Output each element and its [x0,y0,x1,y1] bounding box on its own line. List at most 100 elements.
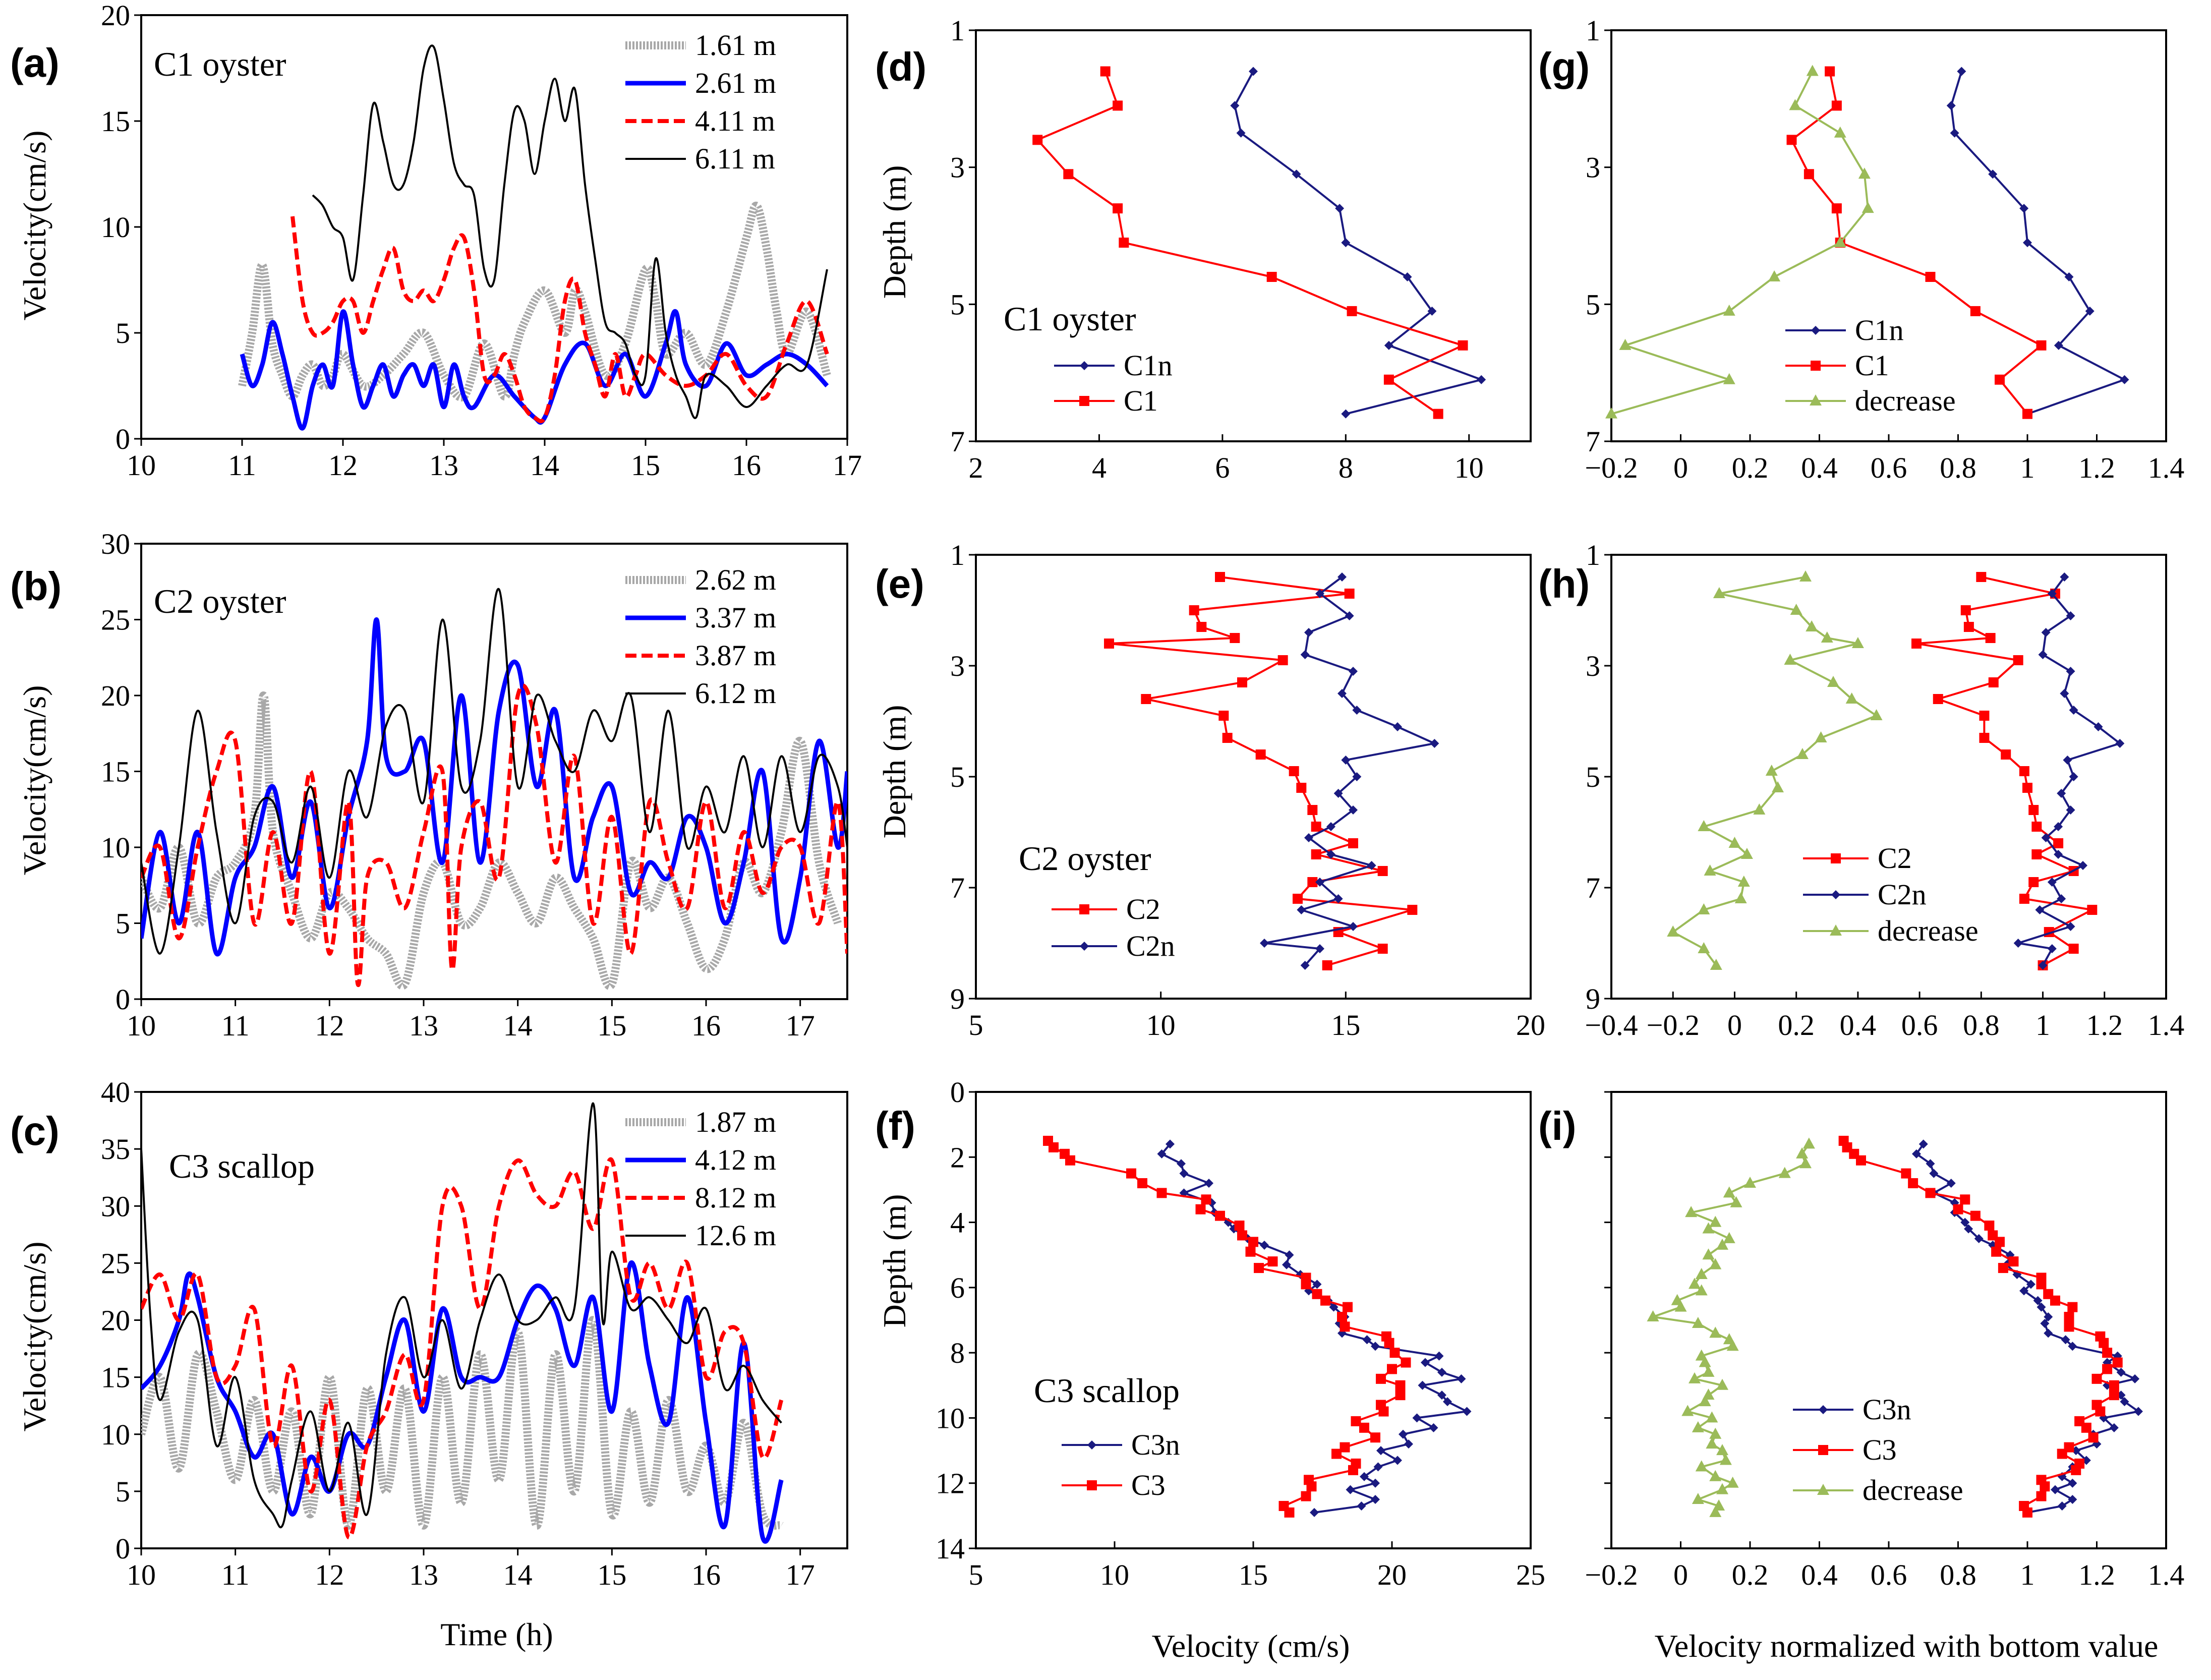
y-label-depth-d: Depth (m) [877,165,912,299]
data-point-c2 [1979,733,1990,743]
panel-g: −0.2 0 0.2 0.4 0.6 0.8 1 1.2 1.4 1 3 5 7 C1nC1decreas… [1538,14,2184,484]
y-tick-label-e: 1 [950,539,965,571]
data-point-c1 [1995,374,2005,385]
x-tick-label-g: 0.6 [1871,451,1907,484]
x-tick-label-a: 10 [127,449,156,482]
panel-title-f: C3 scallop [1034,1371,1180,1410]
data-point-c1 [1925,272,1936,282]
data-point-c2 [1988,677,1999,687]
data-point-decrease [1796,1147,1809,1158]
data-point-c2n [2041,833,2051,842]
data-point-c3 [2064,1312,2074,1322]
data-point-c3n [1360,1472,1369,1481]
legend-label-c3: C3 [1863,1433,1897,1466]
panel-a: 10 11 12 13 14 15 16 17 0 5 10 15 20 1.61 m 2.61 m 4.11… [10,0,862,482]
x-tick-label-a: 15 [631,449,660,482]
y-tick-label-b: 5 [115,907,130,940]
data-point-decrease [1806,65,1819,76]
x-tick-label-c: 11 [221,1558,250,1591]
data-point-c2n [2038,961,2048,970]
data-point-c3n [1373,1462,1383,1472]
series-line-4-11-m [290,216,829,423]
data-point-c3 [1312,1289,1322,1299]
x-tick-label-i: 0 [1673,1558,1688,1591]
data-point-c3 [1267,1256,1278,1267]
data-point-c3n [1357,1501,1366,1511]
data-point-c1n [1946,101,1956,110]
x-tick-label-c: 13 [409,1558,438,1591]
data-point-c2 [2031,822,2042,832]
data-point-c2 [2053,838,2064,848]
y-tick-label-d: 1 [950,14,965,47]
data-point-c2n [1349,805,1358,815]
legend-label-1-61-m: 1.61 m [695,29,776,62]
data-point-c2n [2047,944,2057,953]
y-tick-label-d: 3 [950,151,965,184]
data-point-c3n [1204,1179,1213,1188]
data-point-c2 [1218,711,1229,721]
series-line-6-11-m [312,44,828,419]
data-point-decrease [1674,1300,1687,1312]
legend-marker-decrease [1830,924,1842,936]
data-point-c3 [1156,1188,1167,1198]
data-point-decrease [1702,1222,1715,1234]
data-point-c3 [1389,1348,1400,1358]
data-point-c3 [2081,1422,2091,1433]
data-point-c2 [1293,894,1303,904]
data-point-c2n [1304,628,1313,637]
x-tick-label-b: 13 [409,1009,438,1042]
x-tick-label-h: 0.6 [1901,1009,1938,1041]
panel-label-e: (e) [875,561,924,606]
data-point-c1 [2022,409,2032,419]
legend-marker-c1 [1811,361,1821,371]
data-point-c2 [1141,694,1151,704]
data-point-c3n [1918,1139,1928,1149]
x-tick-label-d: 6 [1215,451,1230,484]
y-tick-label-f: 8 [950,1337,965,1369]
data-point-c3 [2036,1491,2047,1501]
series-line-12-6-m [141,1102,782,1529]
data-point-c3n [1946,1179,1956,1188]
data-point-decrease [1753,803,1766,815]
data-point-c3 [1908,1178,1918,1188]
x-tick-label-g: 0 [1673,451,1688,484]
legend-label-c2: C2 [1126,893,1160,925]
y-tick-label-b: 10 [101,831,130,864]
data-point-c3 [1998,1263,2008,1273]
data-point-c2 [2031,849,2042,859]
data-point-c2n [2115,739,2125,748]
y-tick-label-c: 30 [101,1190,130,1223]
data-point-decrease [1702,1248,1715,1260]
x-tick-label-b: 16 [691,1009,721,1042]
data-point-decrease [1709,1470,1722,1481]
data-point-decrease [1851,637,1864,648]
data-point-c3 [1395,1380,1406,1391]
x-tick-label-g: 1 [2020,451,2035,484]
data-point-c2n [2047,878,2057,887]
x-tick-label-g: 0.4 [1801,451,1838,484]
series-line-decrease [1611,71,1869,415]
data-point-c1n [2019,204,2029,213]
data-point-c3 [2112,1357,2123,1368]
x-tick-label-g: 0.2 [1732,451,1769,484]
data-point-c3 [1970,1210,1981,1221]
data-point-decrease [1827,676,1839,687]
data-point-c2 [1307,805,1318,815]
series-line-c1n [1234,71,1485,415]
data-point-c2n [1337,689,1347,698]
data-point-c3 [1401,1357,1411,1368]
panel-e: 5 10 15 20 1 3 5 7 9 C2 C2n C2 oyster (e) [875,539,1545,1041]
data-point-c2n [1352,772,1362,781]
data-point-c3n [1371,1495,1380,1504]
x-tick-label-c: 17 [786,1558,815,1591]
data-point-c3 [1925,1188,1936,1198]
data-point-c3n [1179,1169,1189,1178]
data-point-decrease [1699,1356,1711,1367]
data-point-c3 [1254,1263,1264,1273]
data-point-decrease [1726,1340,1739,1351]
data-point-c3 [1126,1168,1136,1179]
x-tick-label-e: 20 [1516,1009,1545,1041]
x-tick-label-a: 14 [530,449,559,482]
series-line-1-87-m [141,1316,784,1530]
y-tick-label-b: 15 [101,756,130,788]
